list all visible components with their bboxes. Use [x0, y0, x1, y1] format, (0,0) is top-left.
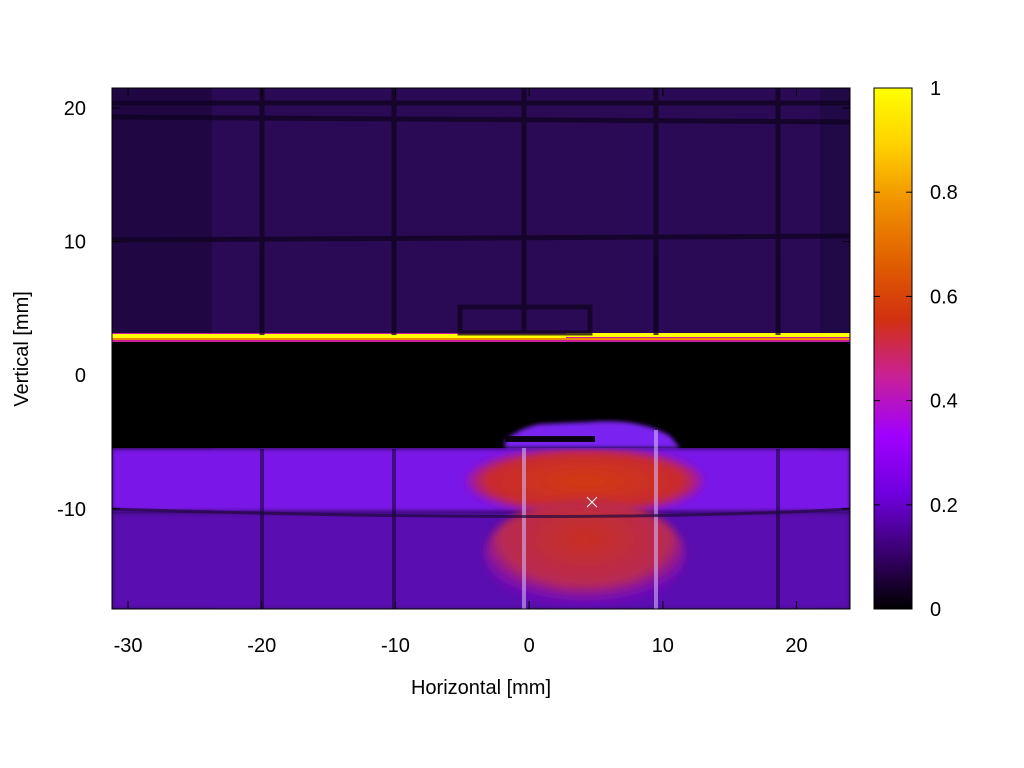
shadow-grid-lower	[260, 449, 780, 609]
beam-center-marker	[586, 496, 598, 508]
y-axis-title: Vertical [mm]	[11, 291, 33, 407]
beam-core-lower	[485, 500, 685, 609]
colorbar-tick-label: 0.6	[930, 286, 958, 308]
x-tick-label: 0	[524, 635, 535, 657]
colorbar-tick-label: 0.2	[930, 495, 958, 517]
plot-area	[112, 88, 850, 609]
dark-gap-band	[112, 342, 850, 448]
x-axis: -30 -20 -10 0 10 20	[114, 88, 808, 657]
bright-line-core	[112, 334, 566, 338]
colorbar-ticks: 0 0.2 0.4 0.6 0.8 1	[874, 78, 958, 621]
y-tick-label: 0	[75, 365, 86, 387]
x-tick-label: 10	[652, 635, 674, 657]
colorbar-tick-label: 0.4	[930, 391, 958, 413]
x-tick-label: -10	[381, 635, 410, 657]
colorbar-tick-label: 1	[930, 78, 941, 100]
colorbar-fill	[874, 88, 912, 609]
y-tick-label: -10	[57, 499, 86, 521]
beam-waist-line	[112, 507, 850, 518]
colorbar-border	[873, 87, 913, 610]
x-tick-label: -20	[247, 635, 276, 657]
plot-border	[111, 87, 851, 610]
colorbar-tick-label: 0	[930, 599, 941, 621]
beam-top-notch	[505, 436, 595, 442]
lower-beam-band	[112, 513, 850, 609]
markers-layer	[586, 496, 598, 508]
x-axis-title: Horizontal [mm]	[411, 677, 551, 699]
beam-wire-shadows	[522, 430, 658, 609]
shadow-grid	[112, 88, 850, 336]
y-axis: 20 10 0 -10	[57, 98, 850, 521]
y-tick-label: 10	[64, 232, 86, 254]
bright-line-core-right	[566, 333, 850, 337]
x-tick-label: 20	[785, 635, 807, 657]
y-tick-label: 20	[64, 98, 86, 120]
x-tick-label: -30	[114, 635, 143, 657]
colorbar: 0 0.2 0.4 0.6 0.8 1	[873, 78, 958, 621]
colorbar-tick-label: 0.8	[930, 182, 958, 204]
bright-line-orange	[112, 338, 850, 340]
